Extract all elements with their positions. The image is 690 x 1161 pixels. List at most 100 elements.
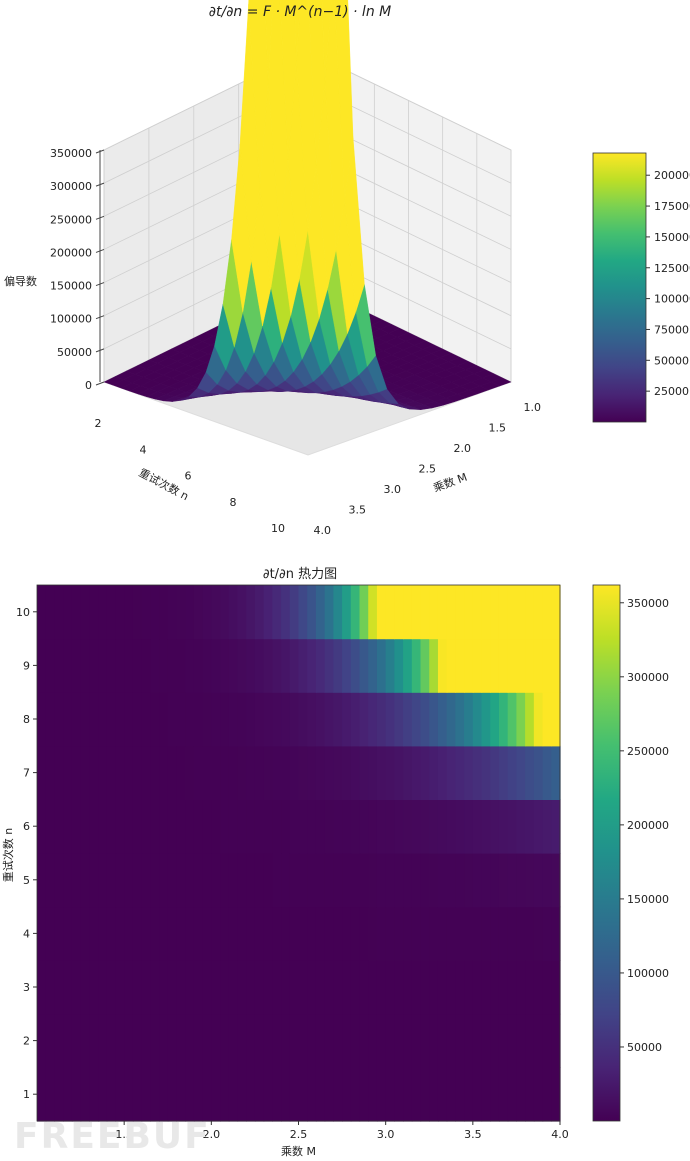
heatmap-cell [106, 906, 117, 961]
heatmap-cell [141, 638, 151, 693]
heatmap-cell [281, 745, 291, 800]
colorbar-tick-label: 100000 [654, 293, 690, 306]
heatmap-cell [80, 1067, 90, 1122]
heatmap-cell [411, 799, 422, 854]
heatmap-cell [472, 638, 483, 693]
heatmap-cell [98, 799, 108, 854]
heatmap-cell [315, 960, 326, 1015]
heatmap-cell [464, 585, 474, 640]
y-tick-label: 9 [23, 659, 30, 672]
heatmap-cell [385, 906, 395, 961]
heatmap-cell [115, 585, 125, 640]
heatmap-cell [324, 692, 334, 747]
heatmap-cell [403, 638, 413, 693]
heatmap-cell [228, 853, 239, 908]
heatmap-cell [420, 960, 430, 1015]
heatmap-cell [167, 1067, 178, 1122]
heatmap-cell [220, 1067, 230, 1122]
heatmap-cell [45, 799, 56, 854]
heatmap-cell [98, 638, 108, 693]
heatmap-cell [150, 960, 160, 1015]
surface-patch [296, 0, 317, 231]
heatmap-cell [481, 853, 491, 908]
heatmap-cell [403, 692, 413, 747]
heatmap-cell [89, 745, 99, 800]
heatmap-cell [220, 745, 230, 800]
heatmap-cell [525, 960, 535, 1015]
heatmap-cell [464, 638, 474, 693]
heatmap-cell [533, 853, 544, 908]
heatmap-cell [525, 1013, 535, 1068]
heatmap-cell [37, 906, 47, 961]
heatmap-cell [350, 853, 361, 908]
heatmap-cell [394, 853, 404, 908]
z-tick-label: 200000 [50, 246, 92, 259]
heatmap-cell [533, 799, 544, 854]
heatmap-cell [272, 745, 282, 800]
heatmap-cell [98, 960, 108, 1015]
heatmap-cell [141, 960, 151, 1015]
heatmap-cell [115, 1013, 125, 1068]
heatmap-cell [150, 1067, 160, 1122]
heatmap-cell [237, 692, 247, 747]
heatmap-cell [211, 692, 221, 747]
heatmap-cell [220, 1013, 230, 1068]
z-tick-label: 150000 [50, 280, 92, 293]
heatmap-cell [394, 585, 404, 640]
heatmap-cell [324, 638, 334, 693]
z-tick-label: 350000 [50, 147, 92, 160]
heatmap-cell [481, 1013, 491, 1068]
heatmap-cell [507, 853, 518, 908]
heatmap-cell [315, 853, 326, 908]
colorbar-tick-label: 200000 [654, 169, 690, 182]
heatmap-cell [385, 1067, 395, 1122]
heatmap-cell [394, 745, 404, 800]
heatmap-cell [324, 1067, 334, 1122]
heatmap-cell [115, 692, 125, 747]
heatmap-cell [185, 1013, 195, 1068]
heatmap-cell [315, 799, 326, 854]
heatmap-cell [281, 960, 291, 1015]
heatmap-cell [246, 906, 256, 961]
heatmap-cell [54, 960, 64, 1015]
heatmap-cell [272, 585, 282, 640]
heatmap-cell [281, 799, 291, 854]
z-tick-label: 300000 [50, 180, 92, 193]
surface-patch [308, 0, 326, 166]
colorbar-tick-label: 350000 [627, 597, 669, 610]
heatmap-cell [71, 692, 82, 747]
heatmap-cell [272, 638, 282, 693]
heatmap-cell [159, 692, 169, 747]
heatmap-cell [490, 745, 500, 800]
heatmap-cell [141, 1067, 151, 1122]
heatmap-cell [411, 692, 422, 747]
heatmap-cell [481, 745, 491, 800]
heatmap-cell [350, 585, 361, 640]
heatmap-cell [254, 585, 265, 640]
heatmap-cell [551, 585, 561, 640]
heatmap-cell [437, 906, 448, 961]
heatmap-cell [516, 1067, 526, 1122]
heatmap-cell [411, 585, 422, 640]
heatmap-cell [220, 960, 230, 1015]
heatmap-cell [106, 692, 117, 747]
y-tick-label: 3 [23, 981, 30, 994]
heatmap-cell [167, 799, 178, 854]
surface-patch [321, 0, 332, 83]
heatmap-cell [263, 906, 273, 961]
heatmap-cell [385, 638, 395, 693]
heatmap-cell [246, 745, 256, 800]
heatmap-cell [376, 853, 387, 908]
heatmap-cell [376, 799, 387, 854]
heatmap-cell [167, 1013, 178, 1068]
heatmap-cell [498, 853, 509, 908]
heatmap-cell [132, 638, 143, 693]
heatmap-cell [403, 1013, 413, 1068]
heatmap-cell [89, 585, 99, 640]
surface-plot: 0500001000001500002000002500003000003500… [4, 0, 690, 537]
heatmap-cell [542, 799, 552, 854]
heatmap-cell [324, 906, 334, 961]
surface-patch [264, 0, 274, 82]
surface-patch [248, 0, 269, 187]
heatmap-cell [551, 1067, 561, 1122]
